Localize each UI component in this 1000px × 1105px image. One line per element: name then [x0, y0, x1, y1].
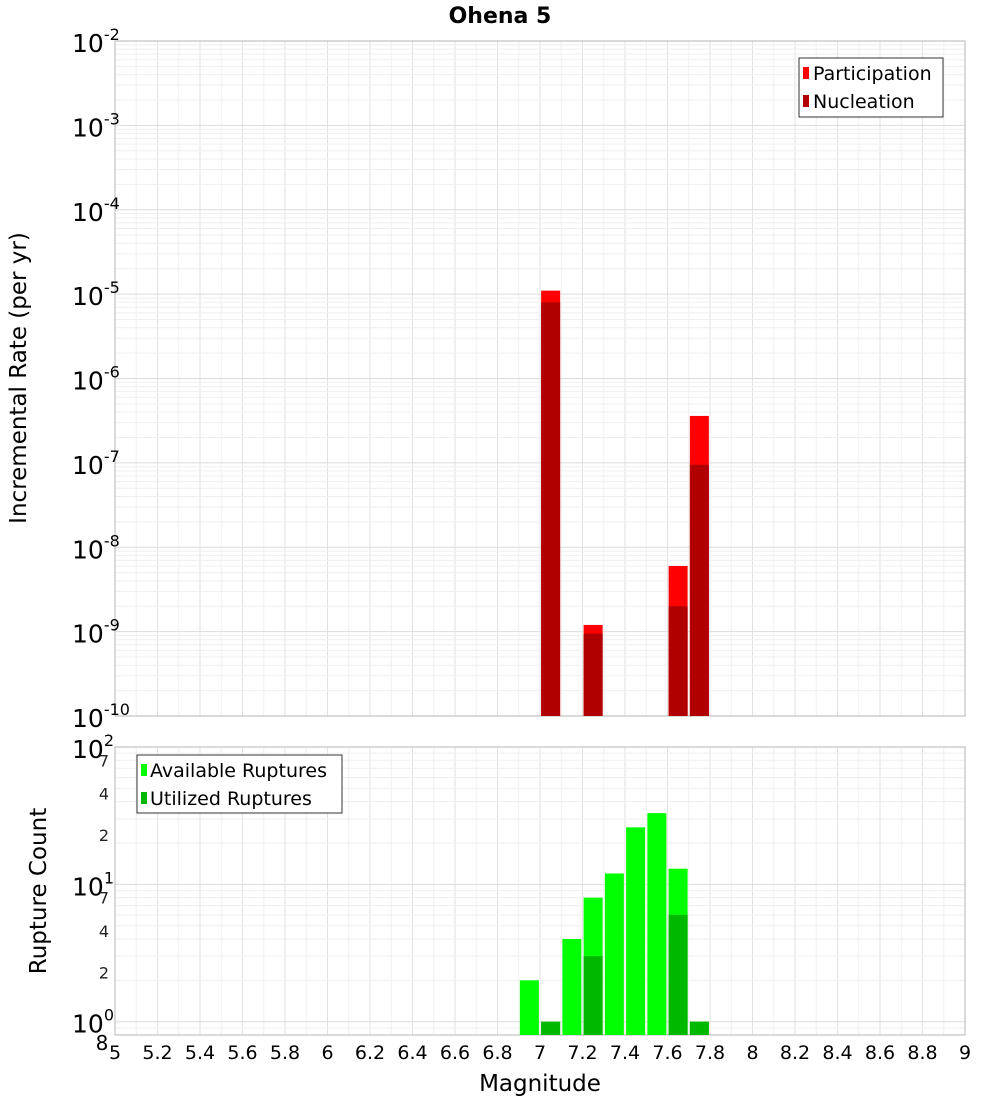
count-y-tick-label: 100 — [72, 1006, 114, 1039]
bottom-y-axis-label: Rupture Count — [26, 808, 52, 974]
x-tick-label: 7.8 — [695, 1042, 725, 1064]
rate-bar-nucleation — [668, 606, 688, 716]
rate-y-tick-label: 10-10 — [72, 700, 130, 733]
rate-y-tick-label: 10-9 — [72, 616, 120, 649]
x-tick-label: 6.2 — [355, 1042, 385, 1064]
rate-y-tick-label: 10-5 — [72, 278, 120, 311]
x-tick-label: 8.6 — [865, 1042, 895, 1064]
x-tick-label: 7.6 — [652, 1042, 682, 1064]
x-tick-label: 6 — [321, 1042, 333, 1064]
legend-swatch-participation — [803, 67, 809, 79]
chart-title: Ohena 5 — [449, 4, 552, 29]
count-legend: Available Ruptures Utilized Ruptures — [136, 754, 343, 814]
rate-y-tick-label: 10-2 — [72, 25, 120, 58]
count-legend-box — [136, 754, 343, 814]
count-bar-available-ruptures — [519, 980, 539, 1035]
legend-label-utilized-ruptures: Utilized Ruptures — [150, 788, 312, 810]
count-bar-utilized-ruptures — [689, 1021, 709, 1035]
legend-label-nucleation: Nucleation — [813, 91, 915, 113]
count-bar-utilized-ruptures — [541, 1021, 561, 1035]
count-y-minor-tick-label: 7 — [99, 751, 109, 770]
x-tick-label: 6.6 — [440, 1042, 470, 1064]
x-tick-label: 8.4 — [822, 1042, 852, 1064]
count-bar-available-ruptures — [604, 873, 624, 1035]
count-plot-border — [114, 746, 966, 1036]
rate-plot-border — [114, 40, 966, 717]
top-y-axis-label: Incremental Rate (per yr) — [6, 232, 32, 524]
count-y-minor-tick-label: 8 — [96, 1031, 109, 1055]
count-y-minor-tick-label: 4 — [99, 922, 109, 941]
count-y-tick-label: 101 — [72, 868, 114, 901]
count-y-minor-tick-label: 2 — [99, 963, 109, 982]
count-bar-available-ruptures — [647, 813, 667, 1035]
rate-bar-nucleation — [583, 633, 603, 716]
legend-swatch-nucleation — [803, 95, 809, 107]
rate-bar-nucleation — [689, 464, 709, 716]
x-tick-label: 8.2 — [780, 1042, 810, 1064]
x-tick-label: 7.2 — [567, 1042, 597, 1064]
x-tick-label: 6.4 — [397, 1042, 427, 1064]
count-y-tick-label: 102 — [72, 731, 114, 764]
count-bar-available-ruptures — [562, 939, 582, 1035]
rate-y-tick-label: 10-8 — [72, 531, 120, 564]
legend-swatch-utilized-ruptures — [141, 792, 147, 804]
legend-label-available-ruptures: Available Ruptures — [150, 760, 327, 782]
rate-bar-nucleation — [541, 302, 561, 716]
x-tick-label: 5.2 — [142, 1042, 172, 1064]
x-tick-label: 8.8 — [907, 1042, 937, 1064]
count-bar-utilized-ruptures — [668, 914, 688, 1035]
legend-label-participation: Participation — [813, 63, 932, 85]
rupture-count-panel: 100 101 102 8 2 4 7 2 4 7 5 5.2 5.4 5.6 5.8 6 6.2 6.4 6.6 6… — [72, 731, 971, 1064]
count-y-minor-tick-label: 4 — [99, 785, 109, 804]
x-tick-label: 7 — [534, 1042, 546, 1064]
x-tick-label: 5 — [109, 1042, 121, 1064]
x-tick-label: 8 — [746, 1042, 758, 1064]
rate-panel: 10-10 10-9 10-8 10-7 10-6 10-5 10-4 10-3 10-2 Par… — [72, 25, 966, 733]
x-tick-label: 9 — [959, 1042, 971, 1064]
count-y-minor-tick-label: 7 — [99, 889, 109, 908]
count-bar-utilized-ruptures — [583, 956, 603, 1035]
rate-y-tick-label: 10-3 — [72, 109, 120, 142]
x-tick-label: 5.8 — [270, 1042, 300, 1064]
legend-swatch-available-ruptures — [141, 764, 147, 776]
count-bar-available-ruptures — [626, 827, 646, 1035]
rate-y-tick-label: 10-6 — [72, 363, 120, 396]
count-y-minor-tick-label: 2 — [99, 826, 109, 845]
x-tick-label: 5.6 — [227, 1042, 257, 1064]
rate-legend-box — [798, 57, 944, 118]
x-tick-label: 5.4 — [185, 1042, 215, 1064]
x-tick-label: 7.4 — [610, 1042, 640, 1064]
rate-y-tick-label: 10-7 — [72, 447, 120, 480]
rate-y-tick-label: 10-4 — [72, 194, 120, 227]
x-tick-label: 6.8 — [482, 1042, 512, 1064]
rate-legend: Participation Nucleation — [798, 57, 944, 118]
x-axis-label: Magnitude — [479, 1071, 601, 1097]
